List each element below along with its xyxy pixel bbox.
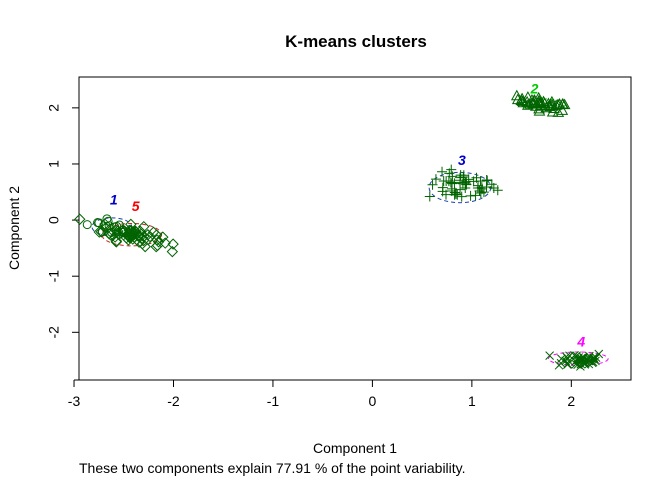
data-point [427,179,438,190]
data-point [461,179,472,190]
data-point [157,231,169,243]
data-point [558,98,571,110]
data-point [546,95,558,107]
data-point [475,176,486,187]
cluster-labels: 1 2 3 4 5 [110,80,585,349]
data-point [105,223,118,236]
data-point [517,96,530,108]
data-point [590,354,599,364]
data-point [460,183,471,194]
data-point [594,349,604,359]
x-axis-label: Component 1 [313,440,397,456]
data-point [82,220,92,230]
data-point [492,185,503,196]
y-tick-label: -1 [46,270,62,283]
y-tick-label: 2 [46,104,62,112]
chart-subtitle: These two components explain 77.91 % of … [79,460,466,476]
y-tick-label: -2 [46,326,62,339]
data-point [579,352,588,362]
data-point [441,176,452,187]
data-point [488,182,499,193]
data-point [456,191,467,202]
data-point [445,177,456,188]
data-point [125,228,138,241]
data-point [139,240,151,253]
data-point [465,190,476,201]
data-point [123,224,135,237]
data-point [458,171,469,182]
data-point [470,190,481,201]
data-point [444,168,455,179]
data-point [166,245,179,258]
data-point [74,213,86,225]
cluster-label: 4 [576,333,585,349]
data-point [546,99,559,110]
y-axis-label: Component 2 [6,186,22,270]
data-point [481,175,492,186]
data-point [455,170,466,181]
y-axis: -2 -1 0 1 2 [46,104,80,339]
data-point [150,229,163,241]
data-point [430,174,441,185]
data-point [556,104,569,115]
cluster-label: 1 [110,191,118,207]
data-point [144,230,156,243]
data-point [112,225,124,237]
cluster-label: 3 [458,152,466,168]
data-point [99,218,111,230]
data-point [167,238,179,250]
data-point [563,353,572,363]
data-point [463,174,474,185]
data-point [113,228,125,241]
data-point [537,95,550,107]
plot-frame [78,76,632,381]
data-point [450,189,461,200]
x-axis: -3 -2 -1 0 1 2 [68,379,575,409]
data-point [478,187,489,198]
cluster-label: 2 [530,80,539,96]
data-point [556,358,566,368]
data-point [510,89,523,101]
data-point [511,93,524,105]
x-tick-label: -1 [267,393,280,409]
data-point [123,227,135,239]
data-point [473,180,484,191]
data-point [557,98,569,109]
data-point [424,191,435,202]
data-point [573,360,582,370]
x-tick-label: 0 [369,393,377,409]
cluster-label: 5 [132,198,140,214]
data-point [452,189,463,200]
x-tick-label: -3 [68,393,81,409]
data-point [137,234,150,247]
data-point [150,241,162,253]
data-point [125,218,137,231]
data-point [474,185,485,196]
x-tick-label: -2 [167,393,180,409]
data-point [447,178,458,189]
data-point [120,232,133,244]
data-point [110,236,122,248]
data-point [138,220,150,233]
cluster-ellipses [91,98,609,366]
data-point [437,166,448,177]
data-point [545,351,554,360]
y-tick-label: 0 [46,216,62,224]
data-point [482,175,493,186]
data-point [528,94,541,105]
data-point [437,186,448,197]
y-tick-label: 1 [46,160,62,168]
data-point [152,236,165,248]
data-point [102,214,112,224]
data-point [522,91,534,102]
x-tick-label: 1 [468,393,476,409]
data-point [95,226,108,238]
cluster-points [74,89,604,371]
data-point [93,226,105,238]
x-tick-label: 2 [567,393,575,409]
chart-title: K-means clusters [285,32,427,51]
